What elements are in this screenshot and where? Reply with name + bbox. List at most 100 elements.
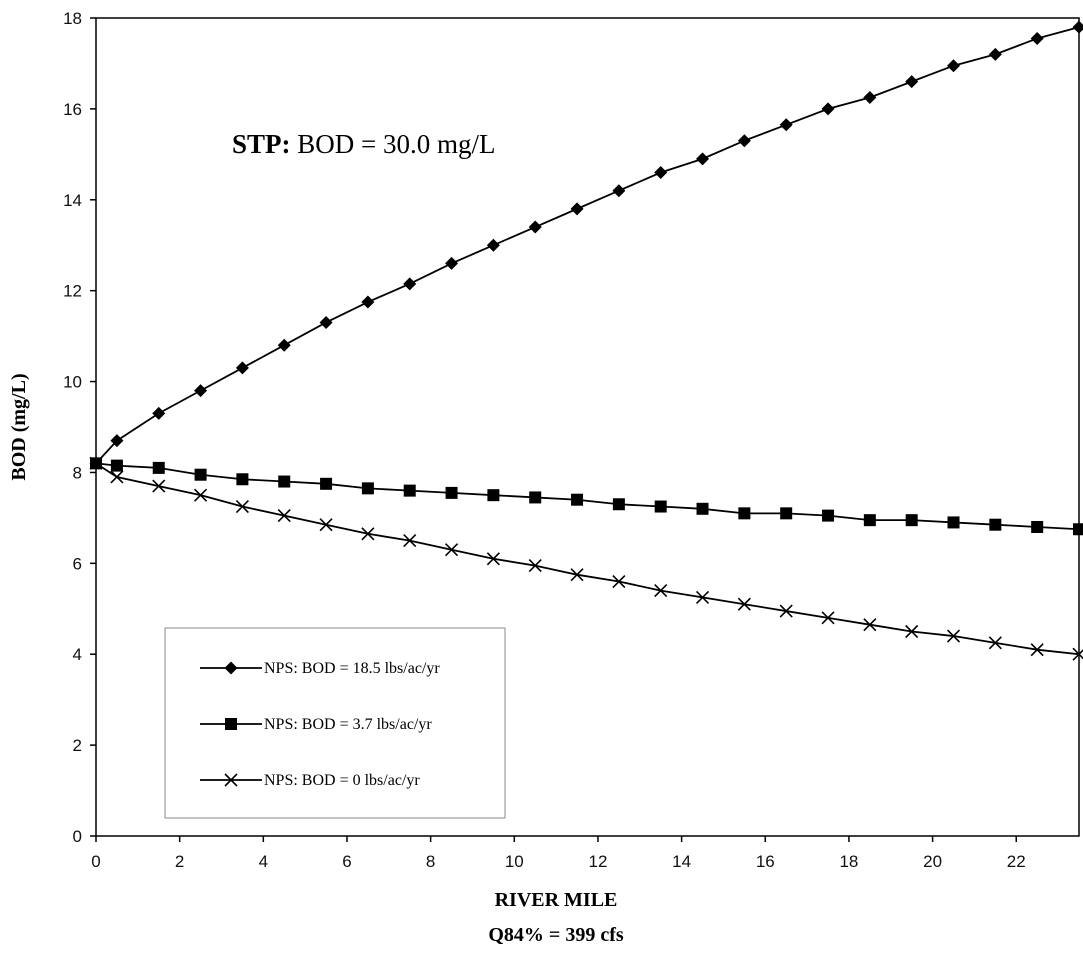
series-3-point	[779, 604, 793, 618]
x-tick-label: 0	[91, 852, 100, 871]
x-tick-label: 8	[426, 852, 435, 871]
series-2-point	[236, 473, 249, 486]
y-tick-label: 16	[63, 100, 82, 119]
series-1-point	[445, 256, 459, 270]
series-1-point	[654, 166, 668, 180]
series-3-point	[403, 534, 417, 548]
x-tick-label: 20	[923, 852, 942, 871]
x-tick-label: 2	[175, 852, 184, 871]
series-2-point	[905, 514, 918, 527]
series-2-point	[403, 484, 416, 497]
legend-item: NPS: BOD = 0 lbs/ac/yr	[200, 772, 420, 789]
x-axis-ticks: 0 2 4 6 8 10 12 14 16 18 20 22	[91, 836, 1026, 871]
y-axis-title: BOD (mg/L)	[8, 373, 30, 480]
series-3-point	[486, 552, 500, 566]
series-2-point	[110, 459, 123, 472]
series-1-point	[361, 295, 375, 309]
series-1-point	[696, 152, 710, 166]
series-1-point	[905, 75, 919, 89]
series-2-point	[320, 477, 333, 490]
y-tick-label: 10	[63, 373, 82, 392]
series-2-point	[822, 509, 835, 522]
legend-label: NPS: BOD = 3.7 lbs/ac/yr	[264, 716, 432, 733]
series-2-point	[612, 498, 625, 511]
series-2-point	[361, 482, 374, 495]
series-1-point	[737, 134, 751, 148]
series-1-point	[1030, 31, 1044, 45]
series-2-point	[194, 468, 207, 481]
series-3-point	[905, 624, 919, 639]
series-1-point	[779, 118, 793, 132]
series-2-point	[152, 461, 165, 474]
x-tick-label: 18	[839, 852, 858, 871]
series-1-point	[821, 102, 835, 116]
series-1-point	[863, 91, 877, 105]
annotation-stp-label: STP:	[232, 129, 291, 159]
series-1-point	[319, 315, 333, 329]
annotation-stp-value: BOD = 30.0 mg/L	[291, 129, 496, 159]
series-1-point	[612, 184, 626, 198]
y-tick-label: 8	[73, 463, 82, 482]
annotation-stp: STP: BOD = 30.0 mg/L	[232, 129, 496, 159]
series-2-point	[1031, 520, 1044, 533]
series-3-point	[946, 629, 961, 643]
series-3-point	[235, 499, 249, 514]
series-3-point	[194, 488, 208, 502]
series-3-point	[821, 611, 835, 625]
y-tick-label: 18	[63, 9, 82, 28]
series-2-point	[571, 493, 584, 506]
series-2-point	[947, 516, 960, 529]
series-1	[89, 20, 1083, 470]
series-1-point	[988, 47, 1002, 61]
x-tick-label: 16	[756, 852, 775, 871]
series-3-point	[863, 618, 877, 632]
series-3-point	[1072, 647, 1083, 661]
legend-swatch-marker	[224, 661, 238, 675]
x-tick-label: 14	[672, 852, 691, 871]
series-3-point	[277, 509, 291, 523]
series-2-point	[738, 507, 751, 520]
series-3-point	[737, 597, 751, 611]
y-tick-label: 0	[73, 827, 82, 846]
y-tick-label: 4	[73, 645, 82, 664]
series-1-point	[277, 338, 291, 352]
series-3-point	[570, 568, 584, 582]
x-tick-label: 6	[342, 852, 351, 871]
series-1-point	[570, 202, 584, 216]
y-tick-label: 6	[73, 554, 82, 573]
x-axis-subtitle: Q84% = 399 cfs	[488, 924, 623, 946]
legend-label: NPS: BOD = 18.5 lbs/ac/yr	[264, 660, 440, 677]
series-2-point	[529, 491, 542, 504]
series-3-point	[695, 590, 710, 604]
series-1-point	[528, 220, 542, 234]
series-2-point	[780, 507, 793, 520]
series-layer	[89, 20, 1083, 661]
y-tick-label: 2	[73, 736, 82, 755]
series-3-point	[612, 574, 626, 589]
y-tick-label: 14	[63, 191, 82, 210]
series-1-point	[235, 361, 249, 375]
legend: NPS: BOD = 18.5 lbs/ac/yr NPS: BOD = 3.7 …	[164, 627, 506, 819]
series-1-point	[194, 384, 208, 398]
series-1-point	[110, 434, 124, 448]
series-3-point	[361, 527, 375, 541]
series-3-point	[319, 518, 333, 532]
series-2-point	[278, 475, 291, 488]
legend-item: NPS: BOD = 3.7 lbs/ac/yr	[200, 716, 432, 733]
series-1-point	[403, 277, 417, 291]
x-tick-label: 4	[259, 852, 268, 871]
series-3-point	[89, 456, 103, 470]
y-axis-ticks: 0 2 4 6 8 10 12 14 16 18	[63, 9, 96, 846]
series-1-point	[947, 59, 961, 73]
legend-swatch-marker	[225, 718, 237, 730]
x-tick-label: 12	[588, 852, 607, 871]
series-2-point	[445, 486, 458, 499]
x-tick-label: 10	[505, 852, 524, 871]
x-tick-label: 22	[1007, 852, 1026, 871]
x-axis-title: RIVER MILE	[495, 889, 618, 911]
series-2-point	[989, 518, 1002, 531]
series-2-point	[487, 489, 500, 502]
series-2-point	[863, 514, 876, 527]
series-3-point	[152, 479, 166, 493]
